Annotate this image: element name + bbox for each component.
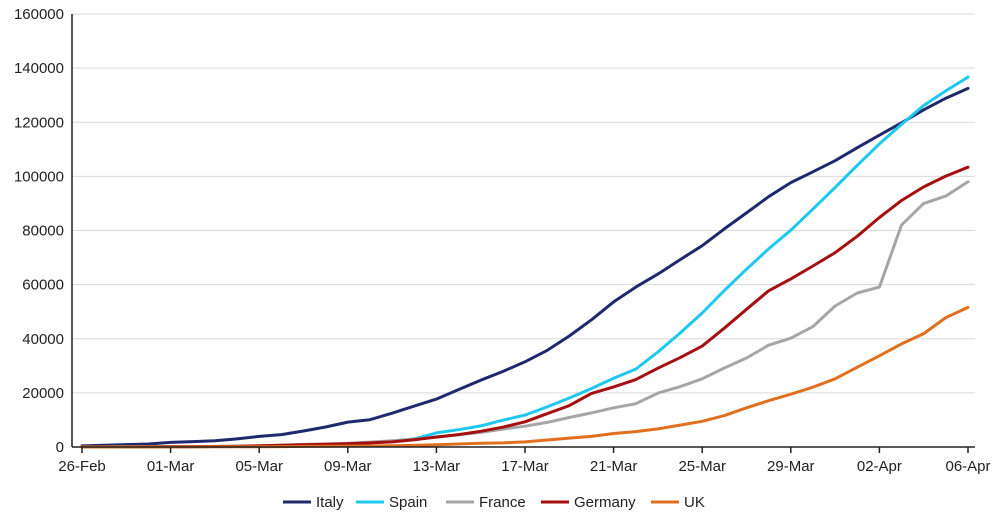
y-tick-label: 120000	[14, 114, 64, 131]
x-tick-label: 21-Mar	[590, 458, 638, 475]
y-tick-label: 40000	[22, 331, 64, 348]
y-tick-labels: 0 20000 40000 60000 80000 100000 120000 140000 1…	[14, 6, 64, 456]
y-tick-label: 160000	[14, 6, 64, 23]
legend-label-france: France	[479, 494, 526, 511]
x-tick-label: 02-Apr	[857, 458, 902, 475]
grid-lines	[72, 13, 975, 394]
y-tick-label: 0	[56, 439, 64, 456]
x-tick-label: 25-Mar	[678, 458, 726, 475]
x-tick-label: 13-Mar	[413, 458, 461, 475]
axes	[71, 14, 975, 453]
y-tick-label: 100000	[14, 168, 64, 185]
legend-label-uk: UK	[684, 494, 705, 511]
x-tick-label: 17-Mar	[501, 458, 549, 475]
y-tick-label: 140000	[14, 60, 64, 77]
series-line-italy	[80, 86, 970, 448]
series-line-france	[80, 180, 970, 449]
x-tick-labels: 26-Feb 01-Mar 05-Mar 09-Mar 13-Mar 17-Mar 21-M…	[58, 458, 990, 475]
x-tick-label: 09-Mar	[324, 458, 372, 475]
x-tick-label: 01-Mar	[147, 458, 195, 475]
x-tick-label: 05-Mar	[235, 458, 283, 475]
legend-label-spain: Spain	[389, 494, 427, 511]
y-tick-label: 20000	[22, 385, 64, 402]
x-tick-label: 06-Apr	[945, 458, 990, 475]
x-tick-label: 26-Feb	[58, 458, 106, 475]
series-line-spain	[80, 75, 970, 449]
series-lines	[80, 75, 970, 449]
legend-label-germany: Germany	[574, 494, 636, 511]
y-tick-label: 80000	[22, 223, 64, 240]
legend-label-italy: Italy	[316, 494, 344, 511]
y-tick-label: 60000	[22, 277, 64, 294]
x-tick-label: 29-Mar	[767, 458, 815, 475]
legend: Italy Spain France Germany UK	[283, 494, 705, 511]
